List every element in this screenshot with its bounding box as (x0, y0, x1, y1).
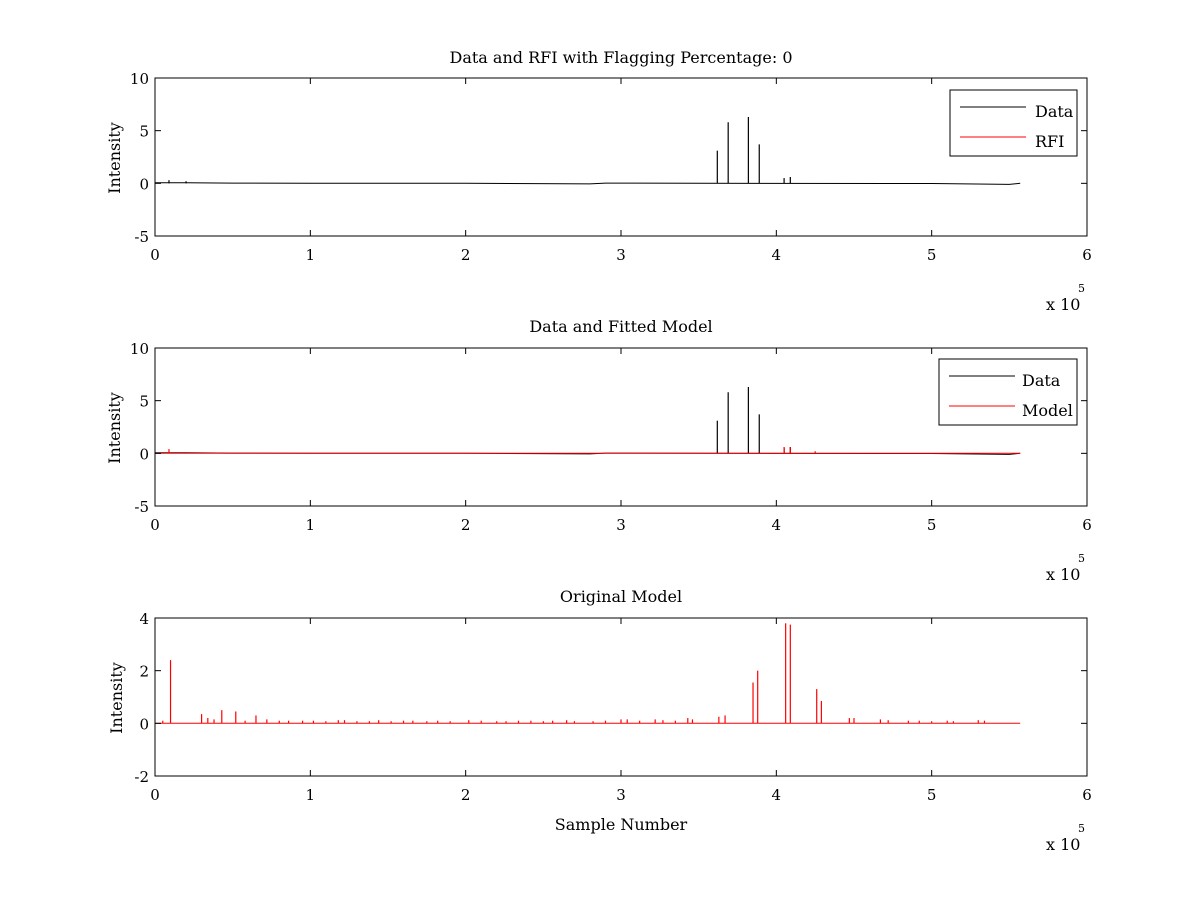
subplot-3-title: Original Model (560, 587, 682, 606)
subplot-2-xtick-label: 5 (927, 516, 937, 534)
subplot-3-x-multiplier-base: x 10 (1046, 835, 1080, 854)
subplot-1-x-multiplier-base: x 10 (1046, 295, 1080, 314)
subplot-2-xtick-label: 3 (616, 516, 626, 534)
subplot-1-xtick-label: 0 (150, 246, 160, 264)
subplot-1-legend-rfi-label: RFI (1035, 132, 1064, 151)
subplot-1-xtick-label: 5 (927, 246, 937, 264)
subplot-2-ytick-label: 10 (130, 340, 149, 358)
subplot-2-xtick-label: 2 (461, 516, 471, 534)
subplot-1-ytick-label: 5 (139, 123, 149, 141)
subplot-1-legend-box (949, 89, 1078, 157)
subplot-3-ytick-label: -2 (134, 768, 149, 786)
subplot-2-ylabel: Intensity (105, 392, 124, 464)
subplot-2-ytick-label: -5 (134, 498, 149, 516)
subplot-2-x-multiplier-base: x 10 (1046, 565, 1080, 584)
subplot-3-ytick-label: 2 (139, 663, 149, 681)
subplot-1-x-multiplier: x 10 5 (1046, 282, 1085, 314)
subplot-1-xtick-label: 4 (772, 246, 782, 264)
subplot-1-xtick-label: 1 (306, 246, 316, 264)
subplot-2-xtick-label: 6 (1082, 516, 1092, 534)
subplot-1-legend: Data RFI (949, 89, 1078, 157)
subplot-3-xtick-label: 4 (772, 786, 782, 804)
subplot-1-ytick-label: 10 (130, 70, 149, 88)
subplot-3-xtick-label: 5 (927, 786, 937, 804)
subplot-2-legend-data-label: Data (1022, 371, 1061, 390)
subplot-3-xtick-label: 6 (1082, 786, 1092, 804)
subplot-2-xtick-label: 0 (150, 516, 160, 534)
subplot-2-xtick-label: 1 (306, 516, 316, 534)
subplot-3-ylabel: Intensity (107, 662, 126, 734)
subplot-1-x-multiplier-exponent: 5 (1078, 282, 1085, 295)
subplot-1-ylabel: Intensity (105, 122, 124, 194)
subplot-1-ytick-label: 0 (139, 175, 149, 193)
subplot-1-xtick-label: 3 (616, 246, 626, 264)
subplot-3-xtick-label: 1 (306, 786, 316, 804)
subplot-2-x-multiplier: x 10 5 (1046, 552, 1085, 584)
subplot-3-ytick-label: 0 (139, 715, 149, 733)
subplot-2-ytick-label: 0 (139, 445, 149, 463)
subplot-2-xtick-label: 4 (772, 516, 782, 534)
subplot-2-ytick-label: 5 (139, 393, 149, 411)
subplot-3-xtick-label: 0 (150, 786, 160, 804)
subplot-1-ytick-label: -5 (134, 228, 149, 246)
subplot-3-ytick-label: 4 (139, 610, 149, 628)
subplot-2-x-multiplier-exponent: 5 (1078, 552, 1085, 565)
subplot-1-title: Data and RFI with Flagging Percentage: 0 (449, 48, 792, 67)
subplot-3-x-multiplier: x 10 5 (1046, 822, 1085, 854)
subplot-3-xlabel: Sample Number (555, 815, 688, 834)
subplot-1-legend-data-label: Data (1035, 102, 1074, 121)
subplot-2-legend: Data Model (938, 358, 1078, 426)
subplot-1: Data and RFI with Flagging Percentage: 0… (105, 48, 1092, 314)
subplot-2-legend-model-label: Model (1022, 401, 1073, 420)
subplot-1-data-baseline (155, 182, 1021, 185)
subplot-3-xtick-label: 2 (461, 786, 471, 804)
subplot-2: Data and Fitted Model Intensity 0 1 2 3 4 5 6 -… (105, 317, 1092, 584)
subplot-2-title: Data and Fitted Model (529, 317, 712, 336)
subplot-1-xtick-label: 2 (461, 246, 471, 264)
subplot-3-xtick-label: 3 (616, 786, 626, 804)
subplot-3-x-multiplier-exponent: 5 (1078, 822, 1085, 835)
subplot-1-xtick-label: 6 (1082, 246, 1092, 264)
subplot-2-legend-box (938, 358, 1078, 426)
